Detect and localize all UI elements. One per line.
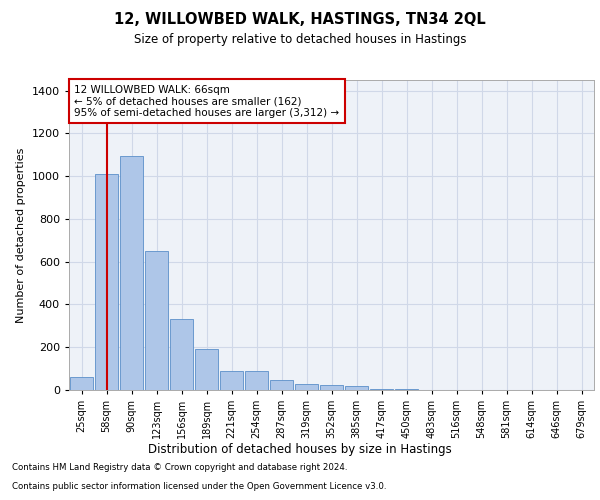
Text: Distribution of detached houses by size in Hastings: Distribution of detached houses by size … xyxy=(148,442,452,456)
Bar xyxy=(245,371,268,390)
Bar xyxy=(95,174,118,390)
Bar xyxy=(194,350,218,390)
Bar xyxy=(119,156,143,390)
Bar xyxy=(269,380,293,390)
Text: Contains public sector information licensed under the Open Government Licence v3: Contains public sector information licen… xyxy=(12,482,386,491)
Bar xyxy=(370,389,394,390)
Y-axis label: Number of detached properties: Number of detached properties xyxy=(16,148,26,322)
Bar xyxy=(70,376,94,390)
Bar xyxy=(320,384,343,390)
Bar xyxy=(295,384,319,390)
Bar xyxy=(145,251,169,390)
Text: 12 WILLOWBED WALK: 66sqm
← 5% of detached houses are smaller (162)
95% of semi-d: 12 WILLOWBED WALK: 66sqm ← 5% of detache… xyxy=(74,84,340,118)
Bar xyxy=(170,320,193,390)
Text: Contains HM Land Registry data © Crown copyright and database right 2024.: Contains HM Land Registry data © Crown c… xyxy=(12,464,347,472)
Bar xyxy=(220,371,244,390)
Text: 12, WILLOWBED WALK, HASTINGS, TN34 2QL: 12, WILLOWBED WALK, HASTINGS, TN34 2QL xyxy=(114,12,486,28)
Bar xyxy=(344,386,368,390)
Text: Size of property relative to detached houses in Hastings: Size of property relative to detached ho… xyxy=(134,32,466,46)
